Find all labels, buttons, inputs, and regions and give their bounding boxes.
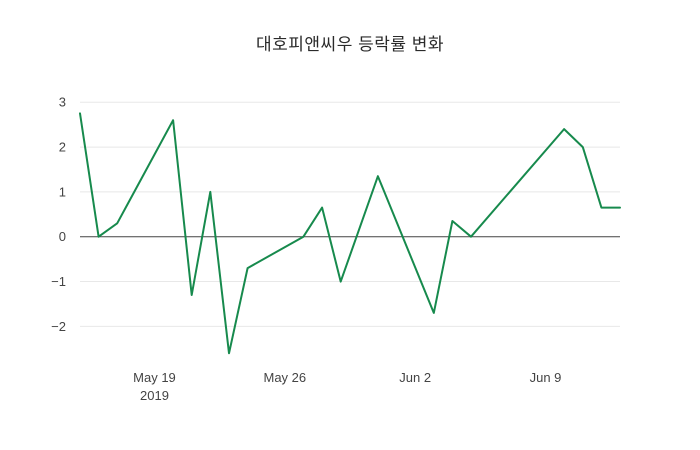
y-tick-label: 1 — [59, 184, 66, 199]
x-tick-label: May 26 — [264, 370, 307, 385]
series-line — [79, 112, 621, 355]
y-tick-label: −1 — [51, 274, 66, 289]
y-tick-label: −2 — [51, 319, 66, 334]
x-tick-sublabel: 2019 — [140, 388, 169, 403]
chart-title: 대호피앤씨우 등락률 변화 — [256, 35, 444, 54]
y-tick-label: 3 — [59, 95, 66, 110]
x-tick-label: Jun 9 — [530, 370, 562, 385]
y-tick-label: 0 — [59, 229, 66, 244]
x-tick-label: May 19 — [133, 370, 176, 385]
y-tick-label: 2 — [59, 140, 66, 155]
x-tick-label: Jun 2 — [399, 370, 431, 385]
